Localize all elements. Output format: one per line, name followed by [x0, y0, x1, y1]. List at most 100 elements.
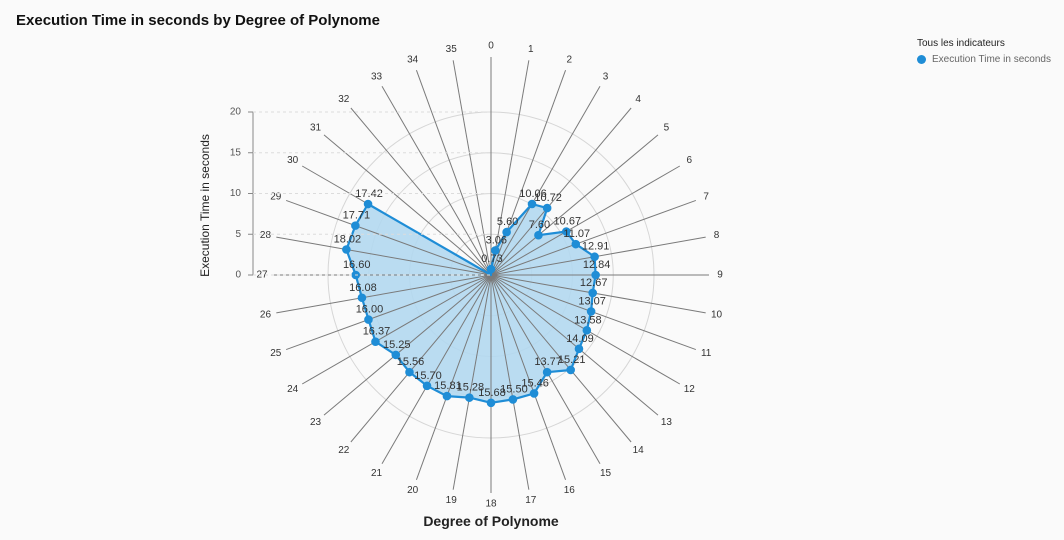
spoke-line	[452, 60, 492, 276]
spoke-line	[490, 60, 530, 276]
category-label: 30	[287, 155, 299, 166]
data-label: 17.71	[343, 210, 371, 222]
category-label: 25	[270, 348, 282, 359]
y-tick-label: 20	[230, 107, 242, 118]
spoke-line	[490, 199, 697, 276]
data-label: 16.60	[343, 259, 371, 271]
category-label: 21	[371, 468, 383, 479]
chart-title: Execution Time in seconds by Degree of P…	[16, 12, 380, 29]
category-label: 27	[256, 270, 268, 281]
category-label: 14	[633, 445, 645, 456]
category-label: 7	[703, 191, 709, 202]
category-label: 1	[528, 44, 534, 55]
data-point	[574, 344, 584, 354]
data-label: 3.06	[486, 234, 507, 246]
data-label: 0.73	[481, 253, 502, 265]
y-tick-label: 10	[230, 188, 242, 199]
spoke-line	[350, 274, 492, 443]
legend-marker-icon	[917, 55, 926, 64]
spoke-line	[415, 274, 492, 481]
spoke-line	[490, 85, 601, 276]
spoke-line	[490, 69, 567, 276]
category-label: 5	[664, 122, 670, 133]
x-axis-title: Degree of Polynome	[423, 513, 559, 529]
data-label: 15.56	[397, 356, 425, 368]
legend-label: Execution Time in seconds	[932, 54, 1051, 65]
data-label: 15.50	[500, 383, 528, 395]
spoke-line	[381, 85, 492, 276]
data-point	[364, 315, 373, 324]
category-label: 31	[310, 122, 322, 133]
data-label: 15.70	[414, 370, 442, 382]
spoke-line	[490, 165, 681, 276]
data-point	[422, 381, 432, 391]
category-label: 0	[488, 41, 494, 52]
data-point	[586, 307, 596, 316]
data-point	[527, 199, 537, 209]
legend: Tous les indicateurs Execution Time in s…	[917, 38, 1051, 65]
data-label: 13.77	[534, 356, 562, 368]
y-axis-title: Execution Time in seconds	[198, 134, 212, 277]
data-label: 12.67	[580, 277, 608, 289]
category-label: 12	[684, 384, 696, 395]
data-label: 15.21	[558, 354, 586, 366]
category-label: 11	[701, 348, 712, 359]
category-label: 20	[407, 485, 419, 496]
data-point	[442, 391, 452, 401]
category-label: 8	[714, 230, 720, 241]
category-label: 24	[287, 384, 299, 395]
spoke-line	[301, 274, 492, 385]
spoke-line	[490, 274, 567, 481]
category-label: 13	[661, 417, 673, 428]
data-label: 18.02	[334, 233, 362, 245]
spoke-line	[381, 274, 492, 465]
category-label: 17	[525, 495, 537, 506]
data-point	[529, 389, 539, 398]
spoke-line	[323, 134, 492, 276]
data-label: 10.67	[554, 216, 582, 228]
data-label: 15.68	[478, 387, 506, 399]
data-label: 15.81	[434, 380, 462, 392]
data-point	[542, 203, 552, 213]
data-point	[571, 239, 581, 249]
data-label: 16.37	[363, 326, 391, 338]
data-point	[405, 367, 414, 377]
category-label: 6	[687, 155, 693, 166]
spoke-line	[490, 274, 706, 314]
spoke-line	[490, 107, 632, 276]
data-point	[591, 270, 600, 280]
data-label: 10.72	[534, 192, 562, 204]
data-point	[391, 350, 401, 360]
y-tick-label: 15	[230, 147, 242, 158]
data-point	[534, 230, 543, 240]
data-point	[562, 227, 571, 236]
spoke-line	[350, 107, 492, 276]
data-label: 12.91	[582, 241, 610, 253]
data-label: 11.07	[563, 228, 590, 240]
data-point	[542, 367, 552, 377]
data-label: 16.08	[349, 282, 377, 294]
category-label: 28	[260, 230, 272, 241]
spoke-line	[285, 274, 492, 351]
data-point	[590, 252, 599, 262]
data-point	[371, 337, 380, 347]
data-point	[486, 264, 496, 274]
spoke-line	[490, 134, 659, 276]
spoke-line	[276, 274, 492, 314]
data-point	[357, 293, 367, 303]
data-label: 15.46	[521, 377, 549, 389]
spoke-line	[490, 274, 632, 443]
category-label: 16	[564, 485, 576, 496]
data-label: 12.84	[583, 259, 611, 271]
y-tick-label: 5	[235, 229, 241, 240]
data-point	[465, 393, 474, 402]
data-point	[342, 245, 351, 254]
legend-item[interactable]: Execution Time in seconds	[917, 54, 1051, 65]
data-point	[502, 227, 511, 237]
data-label: 14.09	[566, 333, 594, 345]
spoke-line	[285, 199, 492, 276]
category-label: 15	[600, 468, 612, 479]
data-label: 15.28	[457, 382, 485, 394]
category-label: 2	[567, 54, 573, 65]
